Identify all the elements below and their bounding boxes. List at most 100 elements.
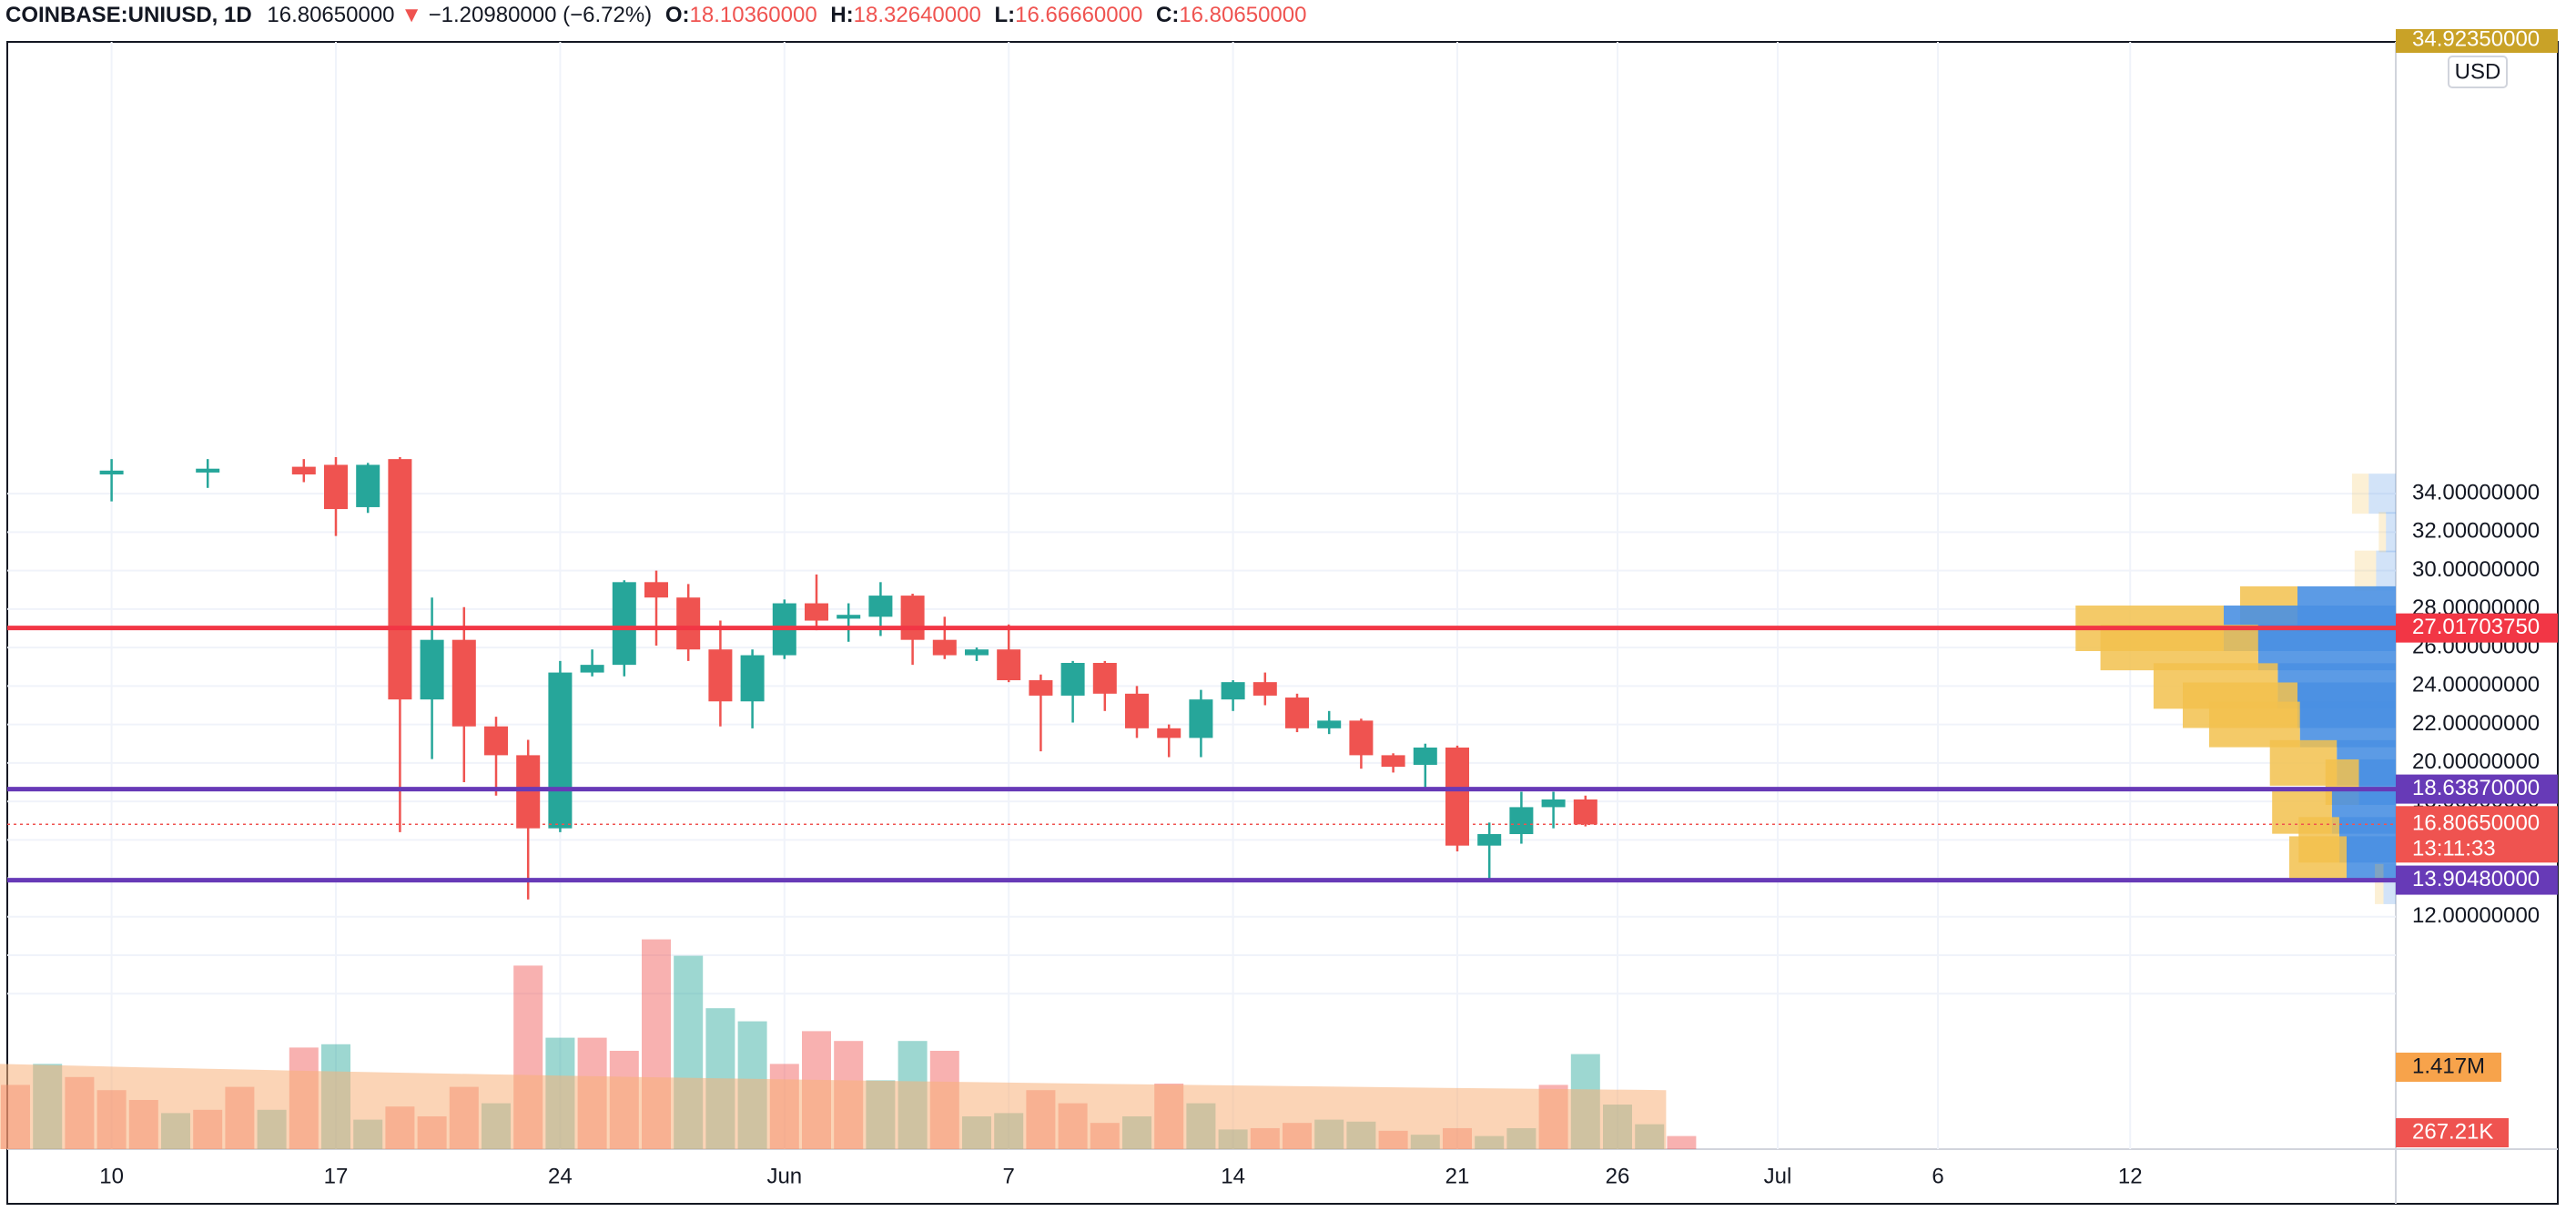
candle-body [196, 468, 220, 473]
symbol-name[interactable]: COINBASE:UNIUSD, 1D [5, 3, 252, 27]
candle-body [900, 596, 925, 640]
candle-body [837, 615, 861, 619]
currency-badge [2448, 56, 2508, 88]
candle-body [451, 639, 476, 727]
candle-body [676, 597, 701, 650]
volume-profile-down-bar [2375, 863, 2384, 904]
candle-body [1189, 699, 1213, 738]
y-tick-label: 22.00000000 [2412, 711, 2540, 736]
volume-profile-up-bar [2299, 701, 2396, 748]
countdown-label: 13:11:33 [2412, 837, 2496, 861]
candle-body [1253, 682, 1277, 696]
high-label: H: [830, 3, 854, 27]
y-tick-label: 32.00000000 [2412, 519, 2540, 544]
candle-body [740, 655, 765, 702]
candle-body [612, 582, 636, 666]
candle-body [291, 466, 316, 475]
candle-body [1381, 755, 1405, 768]
x-tick-label: 7 [1003, 1164, 1015, 1188]
volume-current-label-bg [2396, 1118, 2509, 1147]
candle-body [1221, 682, 1245, 700]
support-lower-label-bg [2396, 865, 2558, 895]
candle-body [868, 596, 893, 617]
candle-body [1285, 698, 1309, 728]
x-tick-label: 21 [1445, 1164, 1470, 1188]
volume-profile-down-bar [2208, 701, 2300, 748]
volume-ma-label: 1.417M [2412, 1054, 2485, 1078]
y-tick-label: 30.00000000 [2412, 557, 2540, 582]
volume-profile-down-bar [2289, 836, 2347, 882]
x-tick-label: 26 [1606, 1164, 1630, 1188]
candle-body [388, 459, 412, 700]
currency-label: USD [2455, 59, 2501, 84]
candle-body [1477, 833, 1502, 846]
volume-profile-down-bar [2354, 550, 2377, 591]
x-tick-label: 14 [1221, 1164, 1245, 1188]
candle-body [708, 649, 733, 702]
candle-body [965, 649, 989, 656]
volume-profile-down-bar [2378, 512, 2387, 553]
support-upper-label-bg [2396, 774, 2558, 804]
resistance-label-bg [2396, 613, 2558, 643]
close-label: C: [1155, 3, 1180, 27]
price-change: −1.20980000 (−6.72%) [428, 3, 653, 27]
last-price-label: 16.80650000 [2412, 811, 2540, 836]
candle-body [1060, 663, 1085, 696]
last-price: 16.80650000 [267, 3, 395, 27]
y-tick-label: 12.00000000 [2412, 903, 2540, 928]
support-lower-label: 13.90480000 [2412, 867, 2540, 891]
candle-body [1092, 663, 1117, 694]
volume-current-label: 267.21K [2412, 1119, 2493, 1144]
volume-ma-label-bg [2396, 1053, 2501, 1082]
candle-body [1573, 799, 1597, 825]
volume-profile-up-bar [2386, 512, 2396, 553]
low-value: 16.66660000 [1015, 3, 1143, 27]
candle-body [1125, 693, 1149, 728]
down-arrow-icon: ▼ [401, 3, 422, 27]
volume-profile-up-bar [2376, 550, 2396, 591]
candle-body [1413, 747, 1437, 765]
candle-body [805, 603, 828, 621]
candle-body [1029, 680, 1053, 696]
volume-profile-down-bar [2100, 625, 2258, 671]
x-tick-label: 10 [99, 1164, 124, 1188]
last-price-label-bg [2396, 806, 2558, 863]
volume-ma-area [0, 1064, 1667, 1149]
volume-profile-up-bar [2368, 474, 2396, 514]
candle-body [420, 639, 444, 700]
candle-body [1445, 747, 1469, 846]
top-price-label-bg [2396, 29, 2558, 53]
candle-body [99, 470, 124, 475]
chart-header: COINBASE:UNIUSD, 1D 16.80650000 ▼ −1.209… [5, 0, 1306, 31]
x-tick-label: 24 [548, 1164, 573, 1188]
candle-body [516, 755, 541, 829]
candle-body [484, 726, 508, 756]
open-label: O: [664, 3, 690, 27]
volume-profile-up-bar [2347, 836, 2396, 882]
x-tick-label: 12 [2118, 1164, 2143, 1188]
resistance-label: 27.01703750 [2412, 615, 2540, 639]
x-tick-label: Jul [1764, 1164, 1792, 1188]
volume-profile-up-bar [2257, 625, 2396, 671]
support-upper-label: 18.63870000 [2412, 776, 2540, 800]
x-tick-label: 17 [324, 1164, 349, 1188]
candle-body [580, 665, 604, 673]
candle-body [1541, 799, 1566, 808]
y-tick-label: 24.00000000 [2412, 673, 2540, 698]
open-value: 18.10360000 [689, 3, 817, 27]
top-price-label: 34.92350000 [2412, 26, 2540, 51]
candle-body [548, 672, 573, 829]
candle-body [1317, 720, 1342, 728]
candle-body [1509, 807, 1534, 834]
low-label: L: [994, 3, 1016, 27]
candle-body [644, 582, 668, 598]
volume-profile-down-bar [2351, 474, 2369, 514]
volume-bar [1667, 1135, 1697, 1149]
y-tick-label: 20.00000000 [2412, 749, 2540, 774]
candle-body [1157, 728, 1182, 738]
x-tick-label: Jun [766, 1164, 802, 1188]
x-tick-label: 6 [1932, 1164, 1943, 1188]
candle-body [932, 639, 957, 656]
candle-body [324, 464, 348, 510]
